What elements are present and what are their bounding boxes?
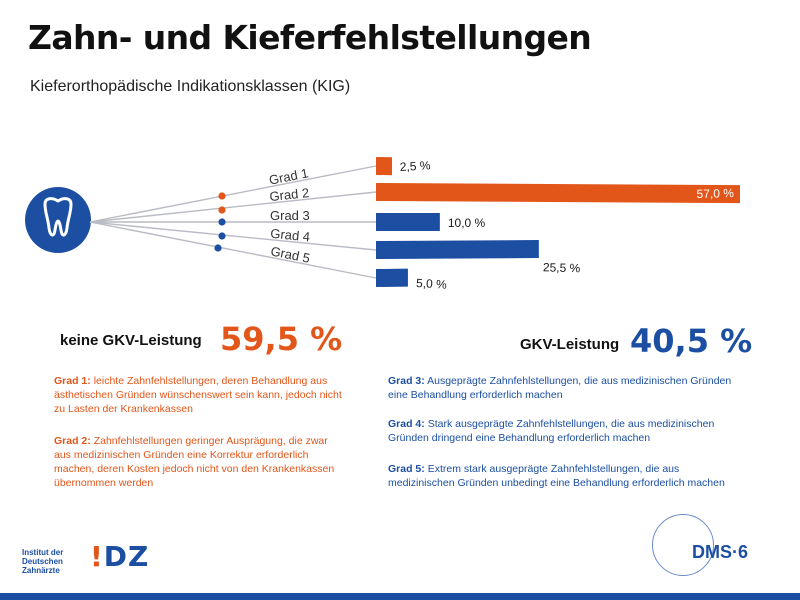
summary-left-value: 59,5 %: [220, 320, 343, 358]
idz-institute-text: Institut der Deutschen Zahnärzte: [22, 548, 64, 575]
value-label: 2,5 %: [399, 158, 431, 174]
description-grade: Grad 2:: [54, 435, 91, 447]
category-label: Grad 5: [269, 243, 311, 265]
value-label: 57,0 %: [696, 186, 734, 201]
spoke-dot: [214, 244, 222, 252]
summary-right-value: 40,5 %: [630, 322, 753, 360]
bar-5: [376, 268, 408, 287]
idz-logo-letters: DZ: [103, 540, 150, 573]
summary-right-label: GKV-Leistung: [520, 336, 620, 353]
bar-4: [376, 240, 539, 259]
description-text: Stark ausgeprägte Zahnfehlstellungen, di…: [388, 418, 715, 444]
spoke-dot: [218, 192, 226, 200]
description-text: Zahnfehlstellungen geringer Ausprägung, …: [54, 435, 335, 489]
value-label: 25,5 %: [543, 260, 581, 275]
idz-logo-mark: !: [90, 540, 104, 573]
bar-3: [376, 213, 440, 231]
description-grad-5: Grad 5: Extrem stark ausgeprägte Zahnfeh…: [388, 462, 748, 490]
bottom-rule: [0, 593, 800, 600]
category-label: Grad 3: [270, 208, 310, 223]
description-grad-2: Grad 2: Zahnfehlstellungen geringer Ausp…: [54, 434, 344, 490]
spoke-line: [89, 165, 377, 223]
description-text: leichte Zahnfehlstellungen, deren Behand…: [54, 375, 342, 415]
description-grade: Grad 5:: [388, 463, 425, 475]
spoke-dot: [218, 206, 226, 214]
page-subtitle: Kieferorthopädische Indikationsklassen (…: [30, 78, 351, 95]
dms-logo: DMS·6: [692, 542, 749, 562]
description-text: Ausgeprägte Zahnfehlstellungen, die aus …: [388, 375, 732, 401]
category-label: Grad 4: [270, 226, 311, 245]
spoke-line: [89, 221, 377, 251]
value-label: 10,0 %: [448, 216, 486, 230]
description-grad-3: Grad 3: Ausgeprägte Zahnfehlstellungen, …: [388, 374, 748, 402]
category-label: Grad 2: [269, 185, 310, 204]
value-label: 5,0 %: [416, 276, 448, 292]
kig-bar-chart: Grad 1 2,5 % Grad 2 57,0 % Grad 3 10,0 % Grad …: [25, 157, 740, 292]
page-title: Zahn- und Kieferfehlstellungen: [28, 18, 592, 57]
bar-2: [376, 183, 740, 204]
dms-logo-block: DMS·6: [652, 510, 762, 580]
description-text: Extrem stark ausgeprägte Zahnfehlstellun…: [388, 463, 725, 489]
description-grad-4: Grad 4: Stark ausgeprägte Zahnfehlstellu…: [388, 417, 748, 445]
description-grade: Grad 3:: [388, 375, 425, 387]
spoke-dot: [218, 218, 226, 226]
description-grade: Grad 4:: [388, 418, 425, 430]
summary-left-label: keine GKV-Leistung: [60, 332, 202, 349]
idz-logo: !DZ: [90, 540, 149, 573]
spoke-line: [89, 221, 377, 279]
spoke-line: [89, 191, 377, 223]
tooth-icon: [25, 187, 91, 253]
spoke-dot: [218, 232, 226, 240]
category-label: Grad 1: [268, 165, 310, 187]
bar-1: [376, 157, 392, 176]
description-grad-1: Grad 1: leichte Zahnfehlstellungen, dere…: [54, 374, 344, 416]
description-grade: Grad 1:: [54, 375, 91, 387]
dms-seal-icon: [652, 514, 714, 576]
